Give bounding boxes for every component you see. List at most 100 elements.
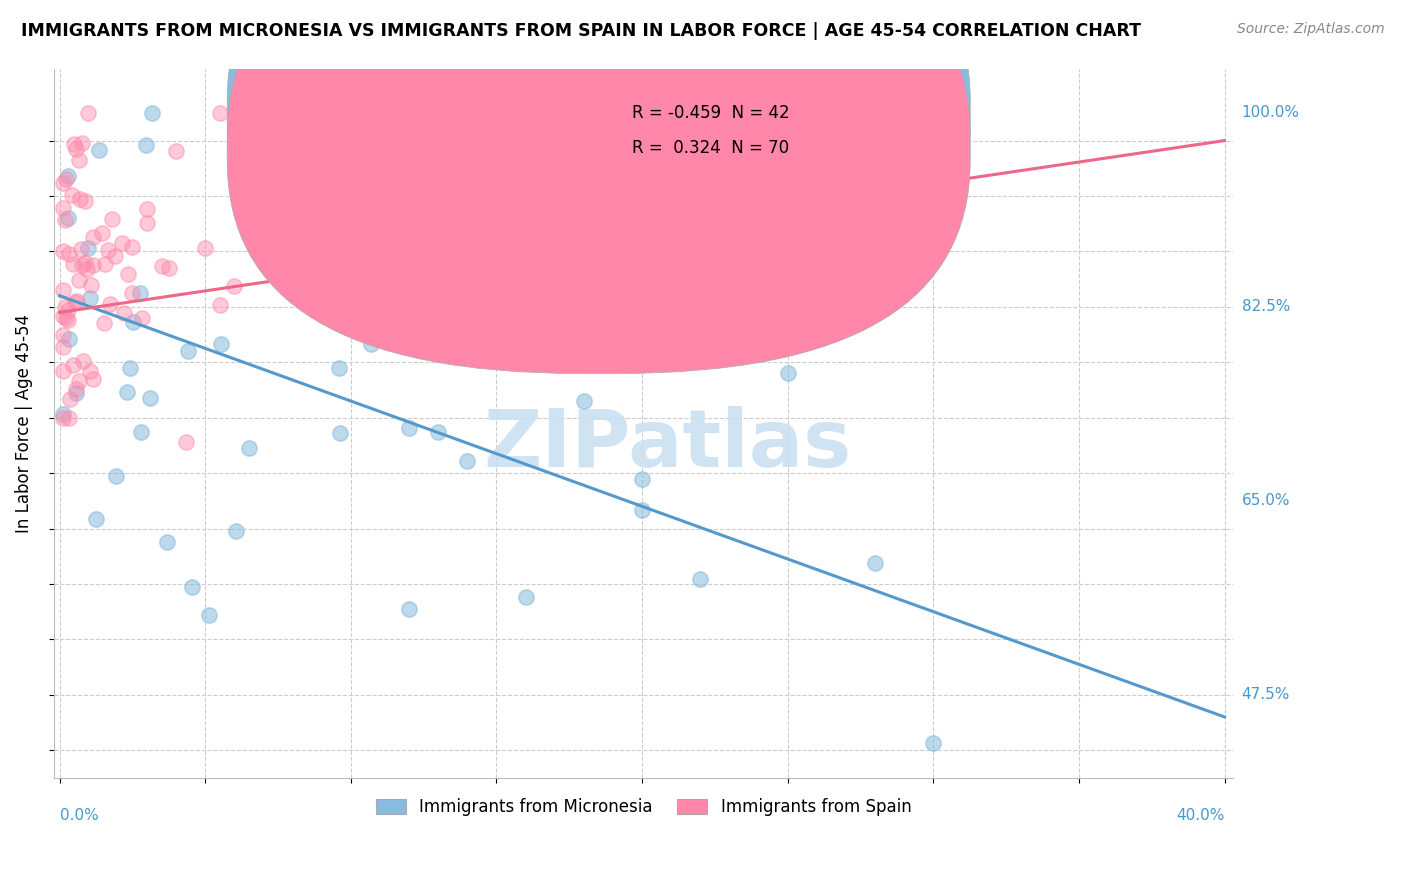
Point <box>58 247 80 261</box>
Point <box>58 411 80 425</box>
Point <box>121 286 143 301</box>
Text: 65.0%: 65.0% <box>1241 493 1291 508</box>
Point <box>76 262 98 277</box>
Point <box>58 332 80 346</box>
Point <box>631 472 654 486</box>
Point <box>53 300 76 314</box>
Point <box>209 337 232 351</box>
Point <box>65 385 87 400</box>
Point <box>72 136 94 151</box>
Point <box>194 242 217 256</box>
Point <box>63 295 86 310</box>
Point <box>776 367 799 381</box>
Point <box>689 572 711 586</box>
Point <box>863 556 886 570</box>
Point <box>75 256 97 270</box>
Point <box>398 602 420 616</box>
Point <box>209 298 232 312</box>
Point <box>922 736 945 750</box>
Point <box>53 213 76 227</box>
Point <box>98 296 121 310</box>
Legend: Immigrants from Micronesia, Immigrants from Spain: Immigrants from Micronesia, Immigrants f… <box>368 791 918 822</box>
Point <box>129 425 152 439</box>
Point <box>79 364 101 378</box>
Point <box>56 313 79 327</box>
Point <box>136 216 159 230</box>
Point <box>252 106 274 120</box>
Point <box>456 454 478 468</box>
Text: R = -0.459  N = 42: R = -0.459 N = 42 <box>631 103 789 121</box>
Point <box>52 341 75 355</box>
Point <box>427 425 450 439</box>
Point <box>631 503 654 517</box>
Point <box>100 212 122 227</box>
Text: ZIPatlas: ZIPatlas <box>484 406 851 483</box>
Point <box>76 106 98 120</box>
Point <box>281 106 304 120</box>
Point <box>96 243 118 257</box>
Point <box>104 249 127 263</box>
Point <box>328 361 350 376</box>
Point <box>52 407 75 421</box>
Point <box>208 106 231 120</box>
Point <box>58 302 80 317</box>
Point <box>91 226 114 240</box>
Point <box>69 273 91 287</box>
Point <box>398 421 420 435</box>
FancyBboxPatch shape <box>567 90 903 171</box>
FancyBboxPatch shape <box>228 0 970 374</box>
Y-axis label: In Labor Force | Age 45-54: In Labor Force | Age 45-54 <box>15 314 32 533</box>
Point <box>135 138 157 153</box>
Point <box>82 230 104 244</box>
Point <box>141 106 163 120</box>
Point <box>52 176 75 190</box>
Point <box>122 315 145 329</box>
Point <box>138 392 160 406</box>
Point <box>62 358 84 372</box>
Point <box>93 257 115 271</box>
Point <box>52 364 75 378</box>
Point <box>52 283 75 297</box>
Point <box>65 382 87 396</box>
Point <box>157 260 180 275</box>
Point <box>69 193 91 207</box>
Point <box>82 258 104 272</box>
Point <box>65 142 87 156</box>
Point <box>58 211 80 225</box>
Point <box>89 143 111 157</box>
Point <box>84 512 107 526</box>
Point <box>136 202 159 216</box>
Point <box>121 240 143 254</box>
Point <box>56 169 79 183</box>
Point <box>62 136 84 151</box>
Point <box>176 434 198 449</box>
Point <box>111 235 134 250</box>
Point <box>333 230 356 244</box>
Point <box>515 590 537 604</box>
Point <box>52 244 75 258</box>
Point <box>177 344 200 359</box>
Point <box>494 316 516 330</box>
Point <box>70 242 93 256</box>
Point <box>165 145 187 159</box>
Text: 82.5%: 82.5% <box>1241 300 1289 314</box>
Point <box>52 327 75 342</box>
Point <box>76 241 98 255</box>
Point <box>82 372 104 386</box>
Point <box>131 311 153 326</box>
Point <box>67 374 90 388</box>
Text: 0.0%: 0.0% <box>59 808 98 823</box>
FancyBboxPatch shape <box>228 0 970 338</box>
Point <box>329 426 352 441</box>
Text: 40.0%: 40.0% <box>1177 808 1225 823</box>
Point <box>485 244 508 258</box>
Point <box>52 201 75 215</box>
Point <box>118 361 141 376</box>
Point <box>150 259 173 273</box>
Point <box>238 125 260 139</box>
Text: 100.0%: 100.0% <box>1241 105 1299 120</box>
Point <box>572 393 595 408</box>
Point <box>115 384 138 399</box>
Point <box>55 171 77 186</box>
Point <box>59 392 82 407</box>
